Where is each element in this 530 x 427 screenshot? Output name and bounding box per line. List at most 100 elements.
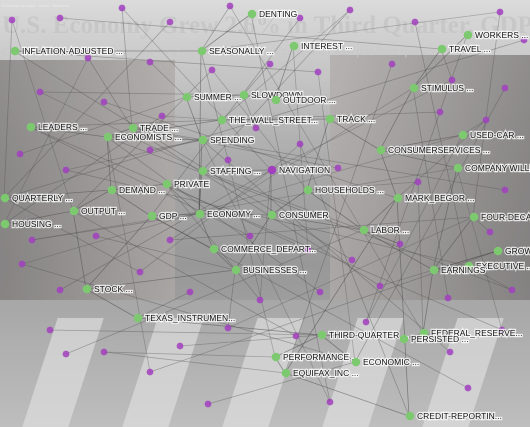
topic-node-dot[interactable] <box>458 130 468 140</box>
entity-node[interactable] <box>446 348 454 356</box>
topic-node-stimulus[interactable]: STIMULUS ... <box>409 82 475 94</box>
topic-node-dot[interactable] <box>162 179 172 189</box>
topic-node-slowdown[interactable]: SLOWDOWN ... <box>239 89 314 101</box>
entity-node[interactable] <box>296 14 304 22</box>
topic-node-outdoor[interactable]: OUTDOOR ... <box>271 94 337 106</box>
entity-node[interactable] <box>292 332 300 340</box>
topic-node-trade[interactable]: TRADE ... <box>128 122 179 134</box>
entity-node[interactable] <box>256 296 264 304</box>
topic-node-earnings[interactable]: EARNINGS <box>429 264 487 276</box>
topic-node-dot[interactable] <box>493 246 503 256</box>
topic-node-demand[interactable]: DEMAND ... <box>107 184 166 196</box>
entity-node[interactable] <box>8 16 16 24</box>
topic-node-dot[interactable] <box>0 193 10 203</box>
topic-node-dot[interactable] <box>147 211 157 221</box>
topic-node-dot[interactable] <box>393 193 403 203</box>
topic-node-dot[interactable] <box>429 265 439 275</box>
entity-node[interactable] <box>186 288 194 296</box>
entity-node[interactable] <box>18 260 26 268</box>
entity-node[interactable] <box>146 146 154 154</box>
topic-node-dot[interactable] <box>209 244 219 254</box>
entity-node[interactable] <box>56 286 64 294</box>
entity-node[interactable] <box>204 400 212 408</box>
entity-node[interactable] <box>508 286 516 294</box>
topic-node-dot[interactable] <box>351 357 361 367</box>
topic-node-inflationadjusted[interactable]: INFLATION-ADJUSTED ... <box>10 45 124 57</box>
entity-node[interactable] <box>118 4 126 12</box>
entity-node[interactable] <box>16 150 24 158</box>
entity-node[interactable] <box>146 58 154 66</box>
topic-node-texasinstruments[interactable]: TEXAS_INSTRUMEN... <box>133 312 236 324</box>
topic-node-dot[interactable] <box>107 185 117 195</box>
topic-node-seasonally[interactable]: SEASONALLY ... <box>197 45 275 57</box>
topic-node-gdp[interactable]: GDP ... <box>147 210 188 222</box>
topic-node-dot[interactable] <box>405 411 415 421</box>
topic-node-consumerservices[interactable]: CONSUMERSERVICES ... <box>376 144 491 156</box>
topic-node-dot[interactable] <box>128 123 138 133</box>
topic-node-company[interactable]: COMPANY WILLIA... <box>453 162 530 174</box>
entity-node[interactable] <box>62 166 70 174</box>
entity-node[interactable] <box>226 2 234 10</box>
entity-node[interactable] <box>346 6 354 14</box>
topic-node-markbegor[interactable]: MARK_BEGOR ... <box>393 192 476 204</box>
entity-node[interactable] <box>376 282 384 290</box>
entity-node[interactable] <box>348 256 356 264</box>
entity-node[interactable] <box>411 18 419 26</box>
topic-node-federalreserve[interactable]: FEDERAL_RESERVE... <box>419 327 524 339</box>
entity-node[interactable] <box>28 236 36 244</box>
topic-node-businesses[interactable]: BUSINESSES ... <box>231 264 308 276</box>
topic-node-dot[interactable] <box>376 145 386 155</box>
entity-node[interactable] <box>448 76 456 84</box>
topic-node-dot[interactable] <box>399 334 409 344</box>
entity-node[interactable] <box>501 84 509 92</box>
topic-node-dot[interactable] <box>303 185 313 195</box>
topic-node-dot[interactable] <box>239 90 249 100</box>
entity-node[interactable] <box>208 66 216 74</box>
topic-node-economy[interactable]: ECONOMY ... <box>195 208 261 220</box>
topic-node-private[interactable]: PRIVATE <box>162 178 211 190</box>
topic-node-dot[interactable] <box>469 212 479 222</box>
topic-node-dot[interactable] <box>289 41 299 51</box>
entity-node[interactable] <box>62 350 70 358</box>
entity-node[interactable] <box>266 60 274 68</box>
topic-node-travel[interactable]: TRAVEL ... <box>437 43 492 55</box>
entity-node[interactable] <box>314 68 322 76</box>
entity-node[interactable] <box>304 246 312 254</box>
topic-node-dot[interactable] <box>281 368 291 378</box>
entity-node[interactable] <box>396 240 404 248</box>
entity-node[interactable] <box>166 18 174 26</box>
entity-node[interactable] <box>520 36 528 44</box>
topic-node-dot[interactable] <box>463 30 473 40</box>
topic-node-workers[interactable]: WORKERS ... <box>463 29 530 41</box>
topic-node-stock[interactable]: STOCK ... <box>82 283 134 295</box>
topic-node-output[interactable]: OUTPUT ... <box>69 205 126 217</box>
topic-node-summer[interactable]: SUMMER ... <box>182 91 242 103</box>
topic-node-staffing[interactable]: STAFFING ... <box>198 165 262 177</box>
topic-node-thirdquarter[interactable]: THIRD-QUARTER ... <box>317 329 410 341</box>
topic-node-dot[interactable] <box>0 219 10 229</box>
topic-node-spending[interactable]: SPENDING <box>198 134 256 146</box>
topic-node-executive[interactable]: EXECUTIVE ... <box>464 260 530 272</box>
topic-node-dot[interactable] <box>247 9 257 19</box>
topic-node-housing[interactable]: HOUSING ... <box>0 218 62 230</box>
entity-node[interactable] <box>84 54 92 62</box>
entity-node[interactable] <box>136 268 144 276</box>
entity-node[interactable] <box>316 288 324 296</box>
topic-node-dot[interactable] <box>103 132 113 142</box>
topic-node-commercedept[interactable]: COMMERCE_DEPART... <box>209 243 317 255</box>
entity-node[interactable] <box>436 108 444 116</box>
topic-node-dot[interactable] <box>437 44 447 54</box>
entity-node[interactable] <box>444 294 452 302</box>
entity-node[interactable] <box>482 116 490 124</box>
entity-node[interactable] <box>224 156 232 164</box>
topic-node-economists[interactable]: ECONOMISTS ... <box>103 131 183 143</box>
entity-node[interactable] <box>501 186 509 194</box>
entity-node[interactable] <box>252 124 260 132</box>
topic-node-dot[interactable] <box>231 265 241 275</box>
topic-node-equifax[interactable]: EQUIFAX_INC ... <box>281 367 360 379</box>
topic-node-dot[interactable] <box>409 83 419 93</box>
entity-node[interactable] <box>496 8 504 16</box>
topic-node-dot[interactable] <box>267 165 277 175</box>
entity-node[interactable] <box>224 324 232 332</box>
entity-node[interactable] <box>100 348 108 356</box>
